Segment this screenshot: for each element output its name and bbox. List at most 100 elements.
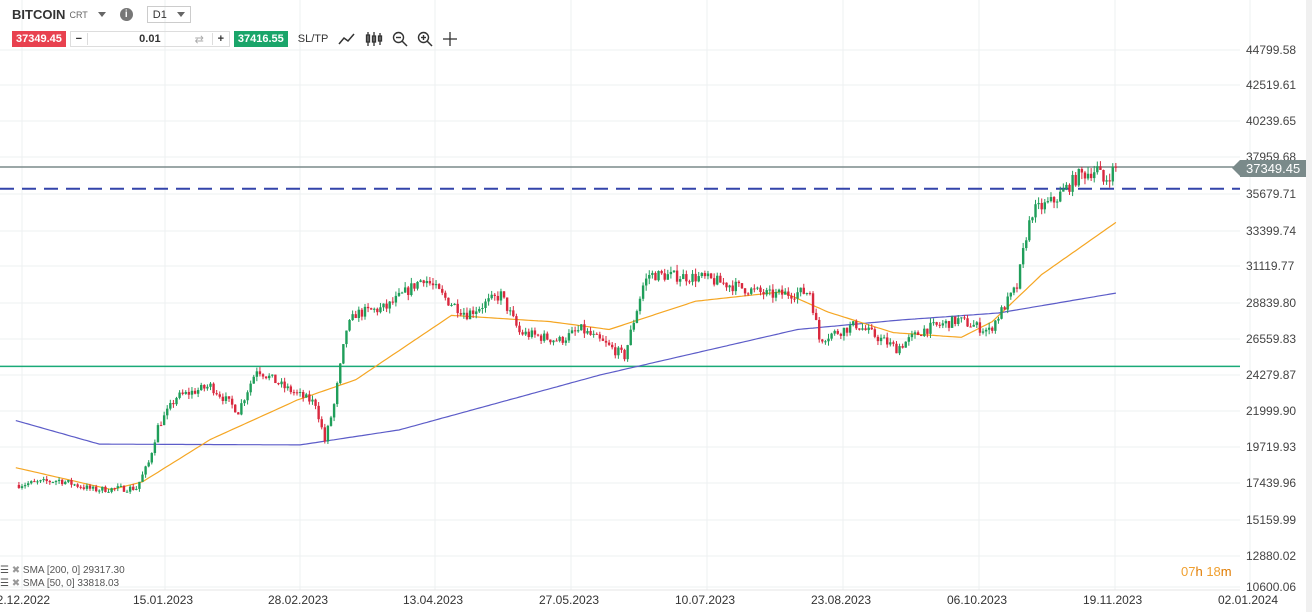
- candle-body: [518, 325, 521, 333]
- candle-body: [376, 308, 379, 313]
- candle-body: [234, 404, 237, 413]
- candle-body: [932, 322, 935, 324]
- candle-body: [441, 288, 444, 293]
- quantity-input[interactable]: 0.01 ⇄: [86, 33, 213, 46]
- candle-body: [660, 271, 663, 274]
- chevron-down-icon: [176, 12, 185, 17]
- remove-icon[interactable]: ✖: [11, 565, 21, 576]
- quantity-stepper[interactable]: − 0.01 ⇄ +: [69, 31, 230, 47]
- candle-body: [1062, 188, 1065, 192]
- candle-body: [910, 334, 914, 338]
- candle-body: [756, 287, 759, 289]
- settings-icon[interactable]: ☰: [0, 578, 9, 589]
- candle-body: [895, 343, 898, 354]
- zoom-in-icon[interactable]: [417, 31, 433, 47]
- candle-body: [827, 338, 830, 342]
- decrease-button[interactable]: −: [75, 33, 83, 45]
- candle-body: [944, 321, 948, 324]
- candle-body: [994, 320, 997, 331]
- buy-button[interactable]: 37416.55: [233, 31, 288, 47]
- candle-body: [533, 330, 537, 335]
- candle-body: [728, 285, 731, 288]
- candle-body: [558, 336, 561, 341]
- candle-body: [342, 344, 345, 364]
- indicator-sma50[interactable]: ☰ ✖ SMA [50, 0] 33818.03: [0, 577, 125, 590]
- y-tick-label: 40239.65: [1246, 114, 1297, 128]
- candle-body: [564, 340, 568, 343]
- candle-body: [623, 349, 626, 360]
- candle-body: [505, 297, 509, 311]
- candle-body: [784, 291, 787, 295]
- line-chart-icon[interactable]: [338, 31, 356, 47]
- zoom-out-icon[interactable]: [392, 31, 408, 47]
- candle-body: [487, 298, 490, 302]
- candle-body: [496, 295, 500, 301]
- scrollbar[interactable]: [1306, 0, 1312, 612]
- candle-body: [345, 330, 348, 345]
- candle-body: [987, 327, 991, 330]
- candle-body: [39, 480, 42, 482]
- candle-body: [709, 273, 713, 279]
- sltp-button[interactable]: SL/TP: [297, 33, 329, 45]
- candle-body: [490, 294, 493, 299]
- candle-body: [524, 331, 527, 335]
- candle-body: [1049, 197, 1053, 202]
- increase-button[interactable]: +: [217, 33, 225, 45]
- symbol-suffix: CRT: [69, 9, 88, 20]
- candle-body: [447, 297, 450, 306]
- settings-icon[interactable]: ☰: [0, 565, 9, 576]
- candle-body: [864, 328, 867, 331]
- candle-body: [166, 408, 169, 416]
- candle-body: [277, 383, 280, 385]
- candle-body: [839, 333, 843, 336]
- candle-body: [51, 482, 55, 484]
- symbol-name[interactable]: BITCOIN: [12, 7, 66, 22]
- candle-body: [101, 486, 104, 491]
- candle-body: [573, 330, 577, 332]
- candle-body: [552, 340, 555, 343]
- remove-icon[interactable]: ✖: [11, 578, 21, 589]
- candle-body: [363, 306, 367, 317]
- candle-body: [824, 341, 827, 343]
- candle-body: [249, 383, 252, 393]
- candle-body: [274, 374, 277, 384]
- candle-body: [759, 287, 762, 293]
- candle-body: [332, 404, 336, 418]
- candle-body: [434, 284, 438, 286]
- crosshair-icon[interactable]: [442, 31, 458, 47]
- current-price-tag: 37349.45: [1232, 160, 1306, 177]
- swap-icon[interactable]: ⇄: [194, 34, 204, 46]
- sma200-line: [15, 292, 1116, 446]
- candle-body: [536, 334, 540, 336]
- candle-body: [184, 391, 187, 394]
- candle-body: [793, 298, 796, 300]
- candle-body: [926, 328, 929, 334]
- sell-button[interactable]: 37349.45: [12, 31, 66, 47]
- candle-body: [227, 396, 231, 399]
- timeframe-select[interactable]: D1: [146, 6, 191, 23]
- x-tick-label: 15.01.2023: [133, 593, 194, 607]
- candle-body: [317, 405, 320, 420]
- indicator-sma200[interactable]: ☰ ✖ SMA [200, 0] 29317.30: [0, 564, 125, 577]
- candle-body: [422, 280, 425, 284]
- candle-body: [651, 272, 654, 275]
- candle-body: [360, 309, 364, 317]
- candle-body: [1077, 169, 1080, 186]
- candle-body: [221, 396, 225, 401]
- candle-body: [348, 319, 351, 331]
- candle-body: [725, 282, 728, 288]
- candle-body: [648, 274, 651, 279]
- candle-body: [592, 333, 595, 335]
- candle-body: [589, 330, 592, 335]
- candle-body: [1009, 292, 1012, 297]
- candle-body: [289, 386, 293, 393]
- symbol-dropdown-icon[interactable]: [97, 12, 106, 17]
- candle-body: [110, 488, 113, 492]
- candle-body: [889, 342, 892, 345]
- info-icon[interactable]: i: [119, 8, 133, 21]
- symbol-bar: BITCOIN CRT i D1: [12, 6, 191, 23]
- candlestick-icon[interactable]: [365, 31, 383, 47]
- candle-body: [172, 403, 175, 405]
- candle-body: [1015, 287, 1019, 289]
